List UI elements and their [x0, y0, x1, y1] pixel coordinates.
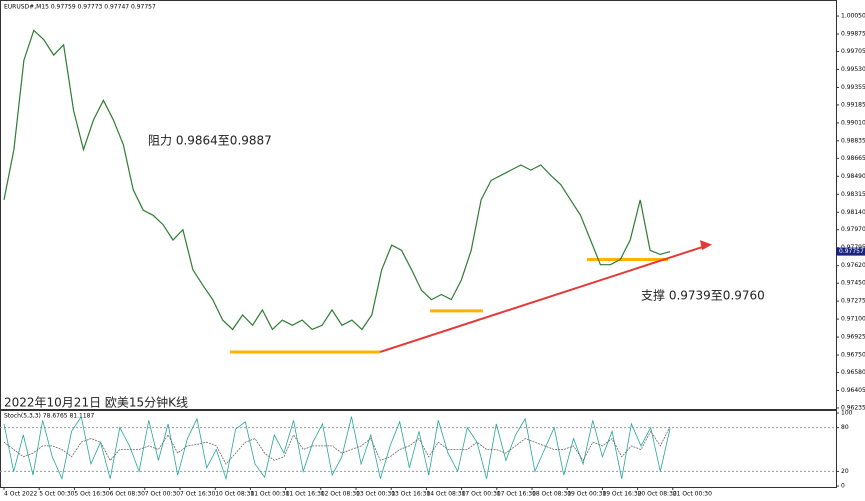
- y-tick-label: 0: [841, 483, 845, 490]
- y-tick-label: 0.98835: [841, 137, 865, 144]
- resistance-note: 阻力 0.9864至0.9887: [148, 134, 272, 148]
- x-tick-label: 20 Oct 08:30: [638, 491, 677, 498]
- x-tick-label: 6 Oct 08:30: [110, 491, 145, 498]
- x-tick-label: 14 Oct 08:30: [426, 491, 465, 498]
- chart-title: EURUSD#,M15 0.97759 0.97773 0.97747 0.97…: [4, 4, 156, 11]
- y-tick-label: 0.99355: [841, 84, 865, 91]
- y-tick-label: 0.98315: [841, 191, 865, 198]
- trend-line: [379, 245, 706, 353]
- trend-arrow: [700, 240, 712, 251]
- x-tick-label: 19 Oct 00:30: [567, 491, 606, 498]
- x-tick-label: 7 Oct 16:30: [180, 491, 215, 498]
- y-tick-label: 0.97450: [841, 280, 865, 287]
- stoch-pane: [0, 410, 837, 488]
- y-tick-label: 0.98665: [841, 155, 865, 162]
- x-tick-label: 19 Oct 16:30: [602, 491, 641, 498]
- x-tick-label: 11 Oct 00:30: [250, 491, 289, 498]
- y-tick-label: 0.99010: [841, 119, 865, 126]
- x-tick-label: 10 Oct 08:30: [215, 491, 254, 498]
- y-tick-label: 0.97100: [841, 316, 865, 323]
- y-tick-label: 0.98490: [841, 173, 865, 180]
- y-tick-label: 80: [841, 424, 849, 431]
- x-tick-label: 12 Oct 08:30: [321, 491, 360, 498]
- y-tick-label: 0.99705: [841, 48, 865, 55]
- x-tick-label: 13 Oct 16:30: [391, 491, 430, 498]
- y-tick-label: 0.97970: [841, 226, 865, 233]
- series-line: [3, 426, 671, 465]
- y-tick-label: 0.96235: [841, 404, 865, 411]
- y-tick-label: 0.96750: [841, 352, 865, 359]
- y-tick-label: 0.99875: [841, 31, 865, 38]
- x-tick-label: 17 Oct 16:30: [497, 491, 536, 498]
- x-tick-label: 17 Oct 00:30: [462, 491, 501, 498]
- stoch-title: Stoch(5,3,3) 78.6765 81.1187: [4, 413, 95, 420]
- x-tick-label: 5 Oct 16:30: [74, 491, 109, 498]
- x-tick-label: 11 Oct 16:30: [286, 491, 325, 498]
- support-note: 支撑 0.9739至0.9760: [641, 288, 765, 303]
- y-tick-label: 100: [841, 410, 853, 417]
- y-tick-label: 1.00050: [841, 13, 865, 20]
- price-box: [836, 247, 865, 256]
- y-tick-label: 0.97275: [841, 298, 865, 305]
- x-tick-label: 4 Oct 2022: [4, 491, 37, 498]
- y-tick-label: 0.99185: [841, 101, 865, 108]
- date-note: 2022年10月21日 欧美15分钟K线: [4, 395, 188, 410]
- main-pane: [0, 0, 837, 410]
- series-line: [3, 415, 671, 481]
- series-line: [3, 29, 671, 331]
- x-tick-label: 21 Oct 00:30: [673, 491, 712, 498]
- y-tick-label: 0.97620: [841, 262, 865, 269]
- y-tick-label: 0.99530: [841, 66, 865, 73]
- x-tick-label: 7 Oct 00:30: [145, 491, 180, 498]
- price-label: 0.97757: [839, 248, 864, 255]
- y-tick-label: 20: [841, 468, 849, 475]
- y-tick-label: 0.96580: [841, 369, 865, 376]
- y-tick-label: 0.98140: [841, 209, 865, 216]
- y-tick-label: 0.96925: [841, 334, 865, 341]
- x-tick-label: 18 Oct 08:30: [532, 491, 571, 498]
- y-tick-label: 0.96405: [841, 387, 865, 394]
- x-tick-label: 13 Oct 00:30: [356, 491, 395, 498]
- x-tick-label: 5 Oct 00:30: [39, 491, 74, 498]
